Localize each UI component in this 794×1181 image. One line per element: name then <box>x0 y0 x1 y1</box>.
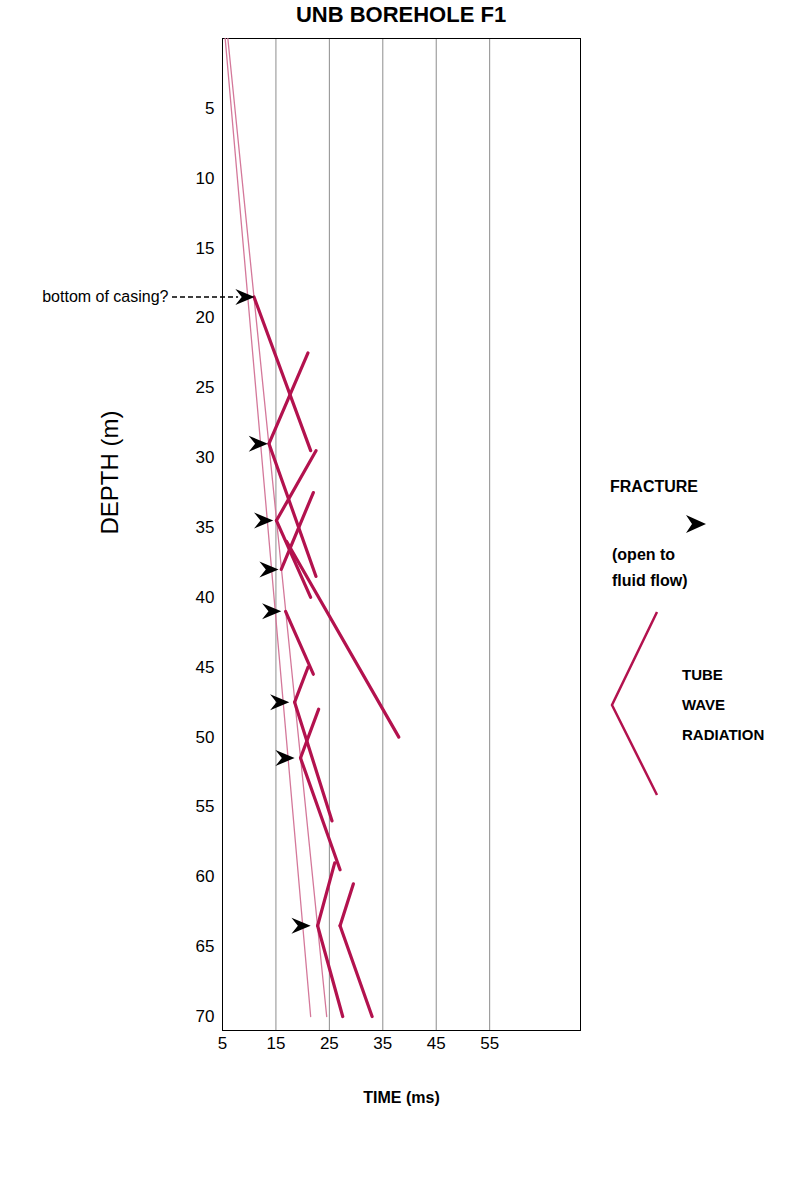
svg-text:70: 70 <box>196 1007 215 1026</box>
svg-text:20: 20 <box>196 308 215 327</box>
svg-text:(open to: (open to <box>612 546 675 563</box>
svg-text:55: 55 <box>480 1034 499 1053</box>
html-text:UNB BOREHOLE F1: UNB BOREHOLE F1 <box>295 2 507 27</box>
svg-text:15: 15 <box>196 239 215 258</box>
svg-text:TUBE: TUBE <box>682 666 723 683</box>
svg-text:40: 40 <box>196 588 215 607</box>
svg-text:10: 10 <box>196 169 215 188</box>
svg-text:WAVE: WAVE <box>682 696 725 713</box>
svg-text:25: 25 <box>320 1034 339 1053</box>
svg-text:5: 5 <box>218 1034 227 1053</box>
svg-text:DEPTH (m): DEPTH (m) <box>96 411 123 535</box>
svg-text:35: 35 <box>373 1034 392 1053</box>
svg-text:TIME (ms): TIME (ms) <box>363 1089 439 1106</box>
svg-text:bottom of casing?: bottom of casing? <box>42 288 168 305</box>
svg-text:15: 15 <box>266 1034 285 1053</box>
svg-text:fluid flow): fluid flow) <box>612 572 688 589</box>
svg-text:50: 50 <box>196 728 215 747</box>
svg-text:60: 60 <box>196 867 215 886</box>
svg-text:45: 45 <box>427 1034 446 1053</box>
svg-text:RADIATION: RADIATION <box>682 726 764 743</box>
svg-text:55: 55 <box>196 797 215 816</box>
svg-text:FRACTURE: FRACTURE <box>610 478 698 495</box>
svg-text:25: 25 <box>196 378 215 397</box>
svg-text:30: 30 <box>196 448 215 467</box>
svg-text:5: 5 <box>205 99 214 118</box>
svg-text:45: 45 <box>196 658 215 677</box>
svg-text:65: 65 <box>196 937 215 956</box>
svg-text:35: 35 <box>196 518 215 537</box>
